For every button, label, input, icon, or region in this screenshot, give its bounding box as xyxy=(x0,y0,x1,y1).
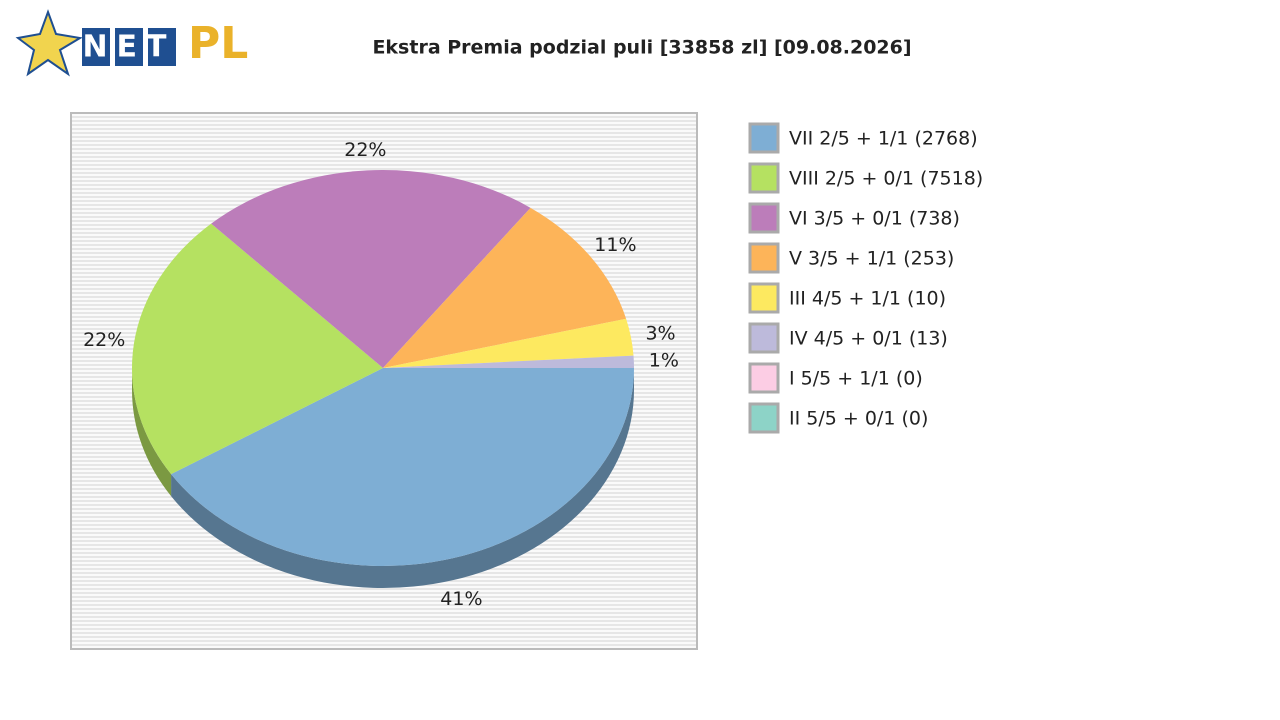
logo-text: NET xyxy=(82,30,175,65)
slice-label: 22% xyxy=(83,329,125,351)
slice-side xyxy=(132,368,172,497)
legend-swatch xyxy=(748,162,780,194)
pie-slice xyxy=(211,169,531,368)
pie-slice xyxy=(383,207,627,368)
logo-box xyxy=(115,28,143,66)
slice-label: 41% xyxy=(440,588,482,610)
slice-label: 3% xyxy=(645,322,675,344)
logo-text: PL xyxy=(188,18,248,69)
slice-label: 1% xyxy=(649,350,679,372)
legend-swatch xyxy=(748,202,780,234)
legend-swatch xyxy=(748,362,780,394)
pie-slice xyxy=(383,355,634,368)
pie-slice xyxy=(383,318,634,368)
legend-label: VII 2/5 + 1/1 (2768) xyxy=(789,128,978,150)
legend-label: VIII 2/5 + 0/1 (7518) xyxy=(789,168,983,190)
logo-star xyxy=(15,9,83,77)
logo: NET PL xyxy=(15,9,248,77)
legend-swatch xyxy=(748,402,780,434)
slice-label: 11% xyxy=(594,234,636,256)
legend-label: I 5/5 + 1/1 (0) xyxy=(789,368,923,390)
logo-box xyxy=(148,28,176,66)
legend-swatch xyxy=(748,322,780,354)
legend-swatch xyxy=(748,122,780,154)
pie-slice xyxy=(171,368,635,567)
legend-label: II 5/5 + 0/1 (0) xyxy=(789,408,928,430)
chart-title: Ekstra Premia podzial puli [33858 zl] [0… xyxy=(372,37,911,59)
legend-label: VI 3/5 + 0/1 (738) xyxy=(789,208,960,230)
legend-swatch xyxy=(748,282,780,314)
legend-label: IV 4/5 + 0/1 (13) xyxy=(789,328,948,350)
logo-box xyxy=(82,28,110,66)
legend-label: III 4/5 + 1/1 (10) xyxy=(789,288,946,310)
legend-label: V 3/5 + 1/1 (253) xyxy=(789,248,954,270)
legend-swatch xyxy=(748,242,780,274)
slice-label: 22% xyxy=(344,139,386,161)
pie-slice xyxy=(132,223,383,475)
